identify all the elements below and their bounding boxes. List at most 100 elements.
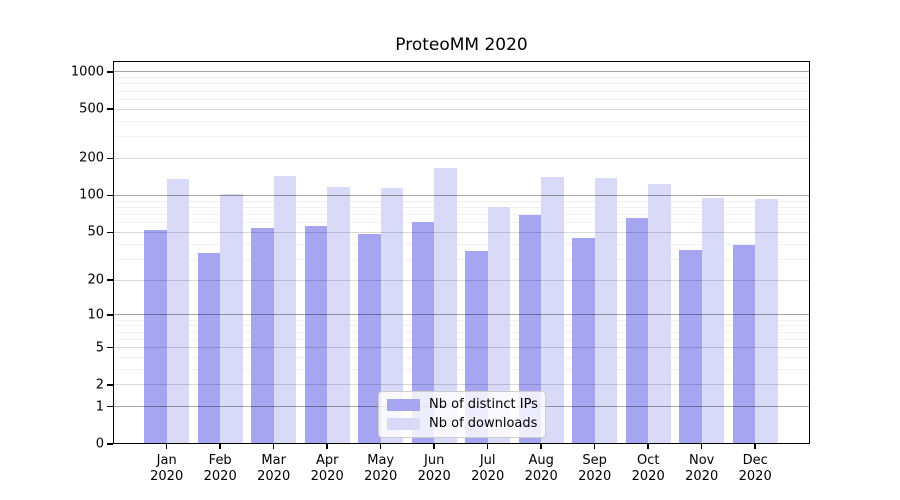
x-tick-label-jun-2020: Jun 2020: [417, 453, 451, 484]
major-gridline: [113, 108, 810, 110]
legend-swatch-downloads: [387, 418, 420, 430]
bar-nb-of-downloads-sep-2020: [594, 177, 618, 444]
y-tick-label: 10: [87, 307, 104, 323]
y-tick-label: 1000: [70, 64, 104, 80]
x-axis-tick: [326, 444, 328, 449]
minor-gridline: [113, 325, 810, 327]
y-tick-label: 1: [95, 399, 104, 415]
x-axis-tick: [593, 444, 596, 449]
bar-nb-of-downloads-may-2020: [380, 188, 404, 444]
minor-gridline: [113, 136, 810, 138]
minor-gridline: [113, 222, 810, 224]
y-axis-tick: [107, 346, 113, 349]
y-axis-tick: [107, 108, 113, 110]
x-tick-label-may-2020: May 2020: [364, 453, 398, 484]
bar-nb-of-downloads-oct-2020: [648, 184, 671, 444]
y-tick-label: 2: [95, 377, 104, 393]
x-tick-label-mar-2020: Mar 2020: [257, 453, 291, 484]
minor-gridline: [113, 83, 810, 85]
bar-nb-of-distinct-ips-may-2020: [358, 234, 381, 444]
chart-title: ProteoMM 2020: [395, 35, 528, 55]
bar-nb-of-downloads-apr-2020: [327, 187, 350, 444]
minor-gridline: [113, 319, 810, 321]
bar-nb-of-downloads-mar-2020: [273, 176, 297, 444]
y-axis-tick: [107, 279, 113, 281]
y-axis-tick: [107, 384, 113, 386]
x-axis-tick: [433, 444, 435, 449]
minor-gridline: [113, 243, 810, 245]
x-axis-tick: [165, 444, 168, 449]
y-axis-tick: [107, 231, 113, 233]
bar-nb-of-distinct-ips-aug-2020: [518, 215, 542, 444]
legend-item-downloads: Nb of downloads: [387, 417, 539, 431]
bar-nb-of-downloads-aug-2020: [541, 176, 564, 444]
major-gridline: [113, 71, 810, 73]
y-axis-tick: [107, 194, 113, 197]
bar-nb-of-downloads-dec-2020: [755, 199, 778, 444]
plot-area: [113, 61, 810, 444]
minor-gridline: [113, 331, 810, 333]
minor-gridline: [113, 368, 810, 370]
bar-nb-of-distinct-ips-nov-2020: [679, 249, 702, 444]
y-tick-label: 100: [79, 187, 104, 203]
legend-item-distinct-ips: Nb of distinct IPs: [387, 398, 539, 412]
x-axis-tick: [647, 444, 649, 449]
bar-nb-of-downloads-feb-2020: [220, 193, 243, 444]
bar-nb-of-distinct-ips-sep-2020: [572, 237, 595, 444]
bar-nb-of-downloads-jul-2020: [487, 207, 511, 444]
legend-label-downloads: Nb of downloads: [429, 416, 538, 431]
minor-gridline: [113, 90, 810, 92]
x-tick-label-jul-2020: Jul 2020: [471, 453, 505, 484]
y-axis-tick: [107, 157, 113, 160]
x-axis-tick: [272, 444, 275, 449]
x-axis-tick: [486, 444, 489, 449]
bar-nb-of-distinct-ips-jun-2020: [411, 221, 435, 444]
legend-swatch-distinct-ips: [387, 399, 420, 411]
x-axis-tick: [700, 444, 703, 449]
y-tick-label: 5: [95, 340, 104, 355]
major-gridline: [113, 194, 810, 196]
y-tick-label: 20: [87, 272, 104, 288]
minor-gridline: [113, 206, 810, 208]
bar-nb-of-distinct-ips-feb-2020: [197, 252, 221, 444]
bar-nb-of-distinct-ips-dec-2020: [732, 245, 756, 444]
y-tick-label: 50: [87, 224, 104, 240]
bar-nb-of-distinct-ips-oct-2020: [625, 218, 649, 444]
minor-gridline: [113, 213, 810, 215]
major-gridline: [113, 384, 810, 386]
major-gridline: [113, 314, 810, 316]
minor-gridline: [113, 356, 810, 358]
major-gridline: [113, 157, 810, 159]
y-tick-label: 200: [79, 150, 104, 166]
x-tick-label-dec-2020: Dec 2020: [738, 453, 772, 484]
y-axis-tick: [107, 71, 113, 73]
x-tick-label-oct-2020: Oct 2020: [631, 453, 665, 484]
x-tick-label-nov-2020: Nov 2020: [685, 453, 719, 484]
y-tick-label: 0: [95, 436, 104, 452]
bar-nb-of-downloads-jun-2020: [434, 168, 457, 444]
bar-nb-of-distinct-ips-jan-2020: [144, 230, 167, 444]
x-axis-tick: [754, 444, 756, 449]
minor-gridline: [113, 200, 810, 202]
minor-gridline: [113, 98, 810, 100]
major-gridline: [113, 231, 810, 233]
x-axis-tick: [540, 444, 542, 449]
y-axis-tick: [107, 443, 113, 445]
bar-nb-of-downloads-jan-2020: [166, 179, 190, 444]
y-axis-tick: [107, 314, 113, 316]
x-tick-label-jan-2020: Jan 2020: [150, 453, 184, 484]
y-axis-tick: [107, 405, 113, 408]
x-tick-label-feb-2020: Feb 2020: [203, 453, 237, 484]
x-tick-label-sep-2020: Sep 2020: [578, 453, 612, 484]
major-gridline: [113, 347, 810, 348]
major-gridline: [113, 279, 810, 281]
minor-gridline: [113, 120, 810, 122]
minor-gridline: [113, 258, 810, 260]
legend-label-distinct-ips: Nb of distinct IPs: [429, 397, 538, 412]
legend: Nb of distinct IPs Nb of downloads: [378, 391, 546, 438]
bar-nb-of-downloads-nov-2020: [701, 198, 725, 444]
x-tick-label-apr-2020: Apr 2020: [310, 453, 344, 484]
bar-nb-of-distinct-ips-apr-2020: [304, 226, 328, 444]
minor-gridline: [113, 77, 810, 79]
